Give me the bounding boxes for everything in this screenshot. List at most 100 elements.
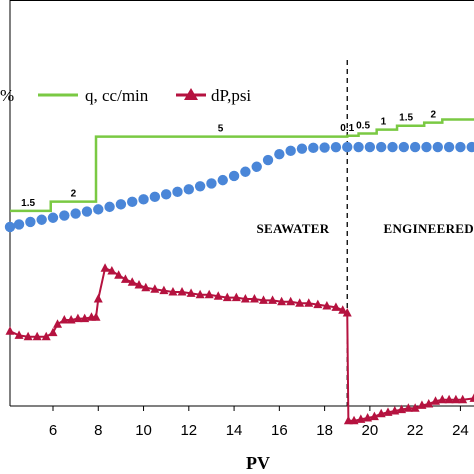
recovery-point [81,206,93,217]
recovery-point [409,141,421,153]
flow-rate-label: 1.5 [399,113,413,124]
flow-rate-label: 5 [218,124,224,135]
recovery-point [36,214,47,225]
pressure-point [458,394,468,404]
pressure-point [268,295,278,304]
pressure-point [424,399,434,408]
recovery-point [206,178,217,189]
x-tick-label: 20 [362,422,379,439]
pressure-line [9,266,474,422]
pressure-point [168,287,178,296]
pressure-point [286,296,296,306]
pressure-point [313,299,323,309]
recovery-point [455,141,466,153]
recovery-point [364,141,376,153]
recovery-point [228,170,240,182]
pressure-point [177,287,187,296]
legend-dp-label: dP,psi [211,86,251,105]
x-tick-label: 12 [180,422,197,439]
pressure-point [410,403,420,412]
pressure-point [59,315,69,324]
pressure-point [48,327,58,337]
x-tick-label: 6 [49,422,57,439]
pressure-point [431,396,441,405]
legend-q-label: q, cc/min [85,86,149,105]
flow-rate-label: 1.5 [21,198,35,209]
recovery-point [387,141,398,153]
recovery-point [4,221,16,233]
legend-partial-label: % [0,86,14,105]
recovery-point [59,210,70,221]
pressure-point [107,266,117,275]
x-axis-label: PV [246,453,270,473]
recovery-point [240,166,251,177]
x-axis-ticks: 6 8 10 12 14 16 18 20 22 24 [49,406,469,439]
pressure-point [338,305,348,314]
recovery-point [93,204,104,215]
pressure-point [259,295,269,304]
pressure-point [120,274,130,283]
pressure-point [356,414,366,423]
pressure-point [204,289,214,299]
pressure-point [331,302,341,311]
recovery-point [353,141,364,153]
recovery-point [319,142,330,153]
x-tick-label: 24 [452,422,469,439]
recovery-point [138,194,149,205]
recovery-point [160,189,172,200]
recovery-point [217,174,228,186]
recovery-point [421,141,432,153]
recovery-series [4,141,474,233]
recovery-point [127,196,138,208]
region-label: ENGINEERED [384,221,474,236]
pressure-point [342,308,352,317]
pressure-point [437,394,447,404]
x-tick-label: 16 [271,422,288,439]
recovery-point [194,181,206,192]
flow-rate-label: 0.5 [356,120,370,131]
pressure-point [159,285,169,295]
recovery-point [104,201,115,213]
legend-dp-marker [184,88,198,100]
pressure-point [186,288,196,297]
pressure-point [417,400,427,409]
x-tick-label: 18 [316,422,333,439]
recovery-point [25,216,36,228]
region-label: SEAWATER [256,221,329,236]
flow-rate-series [10,118,474,213]
pressure-point [150,284,160,293]
recovery-point [398,141,410,153]
pressure-point [127,277,137,286]
recovery-point [376,141,387,153]
pressure-point [73,313,83,323]
pressure-series [5,263,474,425]
recovery-point [47,212,59,223]
pressure-point [66,315,76,324]
pressure-point [322,301,332,310]
pressure-point [5,326,15,335]
recovery-point [432,141,443,153]
flow-rate-labels: 1.5 2 5 0.1 0.5 1 1.5 2 [21,110,436,209]
x-tick-label: 10 [135,422,152,439]
pressure-point [231,292,241,302]
pressure-point [114,270,124,279]
recovery-point [70,208,81,219]
recovery-point [466,141,474,153]
pressure-point [93,294,103,303]
pressure-point [376,408,386,418]
pressure-point [249,294,259,303]
recovery-point [342,141,353,153]
pressure-point [80,313,90,323]
pressure-point [397,404,407,414]
pressure-point [195,289,205,299]
recovery-point [296,143,308,154]
recovery-point [262,154,274,166]
pressure-point [444,394,454,404]
pressure-point [53,319,63,328]
pressure-point [91,312,101,321]
recovery-point [285,145,296,157]
pressure-point [295,298,305,307]
pressure-point [141,282,151,292]
flow-rate-label: 2 [430,110,436,121]
